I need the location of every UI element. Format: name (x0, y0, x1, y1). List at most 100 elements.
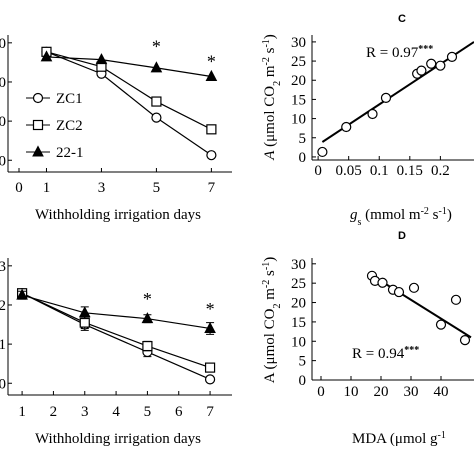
label-part: m (262, 288, 278, 304)
scatter-point (408, 282, 420, 293)
label-part: A (μmol CO (262, 308, 278, 383)
y-tick-label: 10 (291, 334, 306, 350)
r-label: R = 0.94*** (352, 345, 419, 363)
label-part: (mmol m (361, 207, 420, 223)
label-part: -1 (438, 430, 446, 441)
y-tick-label: 25 (291, 54, 306, 70)
legend-marker (32, 145, 44, 157)
marker (79, 317, 90, 328)
label-part: s (262, 270, 278, 280)
scatter-point (435, 319, 447, 330)
x-tick-label: 10 (344, 384, 359, 400)
marker (151, 112, 162, 123)
scatter-point (459, 335, 471, 346)
x-axis-title: Withholding irrigation days (35, 207, 201, 223)
r-significance: *** (418, 44, 433, 55)
scatter-point (393, 286, 405, 298)
series-line (46, 51, 212, 130)
label-part: ) (262, 257, 278, 262)
x-tick-label: 30 (404, 384, 419, 400)
x-axis-title: Withholding irrigation days (35, 431, 201, 447)
marker (206, 150, 217, 161)
series-line (21, 294, 211, 330)
panel-label: D (398, 230, 406, 242)
legend-label: ZC1 (56, 91, 83, 107)
y-tick-label: 0 (299, 373, 307, 389)
marker (151, 96, 162, 107)
x-tick-label: 5 (153, 180, 161, 196)
annotation: * (206, 299, 215, 319)
marker (205, 69, 218, 81)
label-part: (μmol CO (262, 86, 278, 151)
series-line (21, 292, 211, 380)
y-tick-label: 15 (291, 315, 306, 331)
marker (95, 53, 108, 65)
x-tick-label: 0.2 (431, 163, 450, 179)
series-line (21, 292, 211, 369)
scatter-point (435, 60, 446, 71)
scatter-point (317, 146, 328, 158)
label-part: -1 (261, 262, 272, 270)
label-part: -2 (261, 280, 272, 288)
r-significance: *** (404, 345, 419, 356)
x-tick-label: 20 (374, 384, 389, 400)
x-tick-label: 0.05 (336, 163, 362, 179)
x-tick-label: 0.15 (397, 163, 423, 179)
label-part: s (358, 217, 362, 228)
x-tick-label: 6 (175, 404, 183, 420)
x-tick-label: 0 (317, 384, 325, 400)
scatter-point (416, 65, 427, 76)
legend-label: ZC2 (56, 118, 83, 134)
legend-marker (32, 119, 44, 131)
panel-label: C (398, 13, 406, 25)
marker (141, 312, 154, 324)
legend-marker (32, 92, 44, 104)
scatter-point (367, 108, 378, 120)
y-tick-label: 20 (291, 73, 306, 89)
scatter-point (377, 277, 388, 288)
annotation: * (152, 37, 161, 57)
label-part: -2 (261, 57, 272, 65)
marker (204, 321, 216, 333)
y-tick-label: 1 (0, 337, 6, 353)
legend-label: 22-1 (56, 145, 84, 161)
x-tick-label: 0 (314, 163, 322, 179)
series-line (46, 56, 212, 78)
y-tick-label: 0 (0, 36, 6, 52)
x-tick-label: 2 (50, 404, 58, 420)
marker (142, 340, 153, 352)
marker (206, 124, 217, 135)
label-part: -1 (439, 206, 447, 217)
marker (204, 362, 216, 373)
x-tick-label: 1 (43, 180, 51, 196)
label-part: A (262, 150, 278, 161)
y-tick-label: 2 (0, 298, 6, 314)
annotation: * (207, 51, 216, 71)
x-tick-label: 7 (206, 404, 214, 420)
scatter-point (450, 294, 462, 305)
y-tick-label: 0 (0, 75, 6, 91)
scatter-point (341, 121, 352, 133)
marker (204, 374, 216, 385)
x-tick-label: 0 (15, 180, 23, 196)
x-tick-label: 0.1 (370, 163, 389, 179)
y-tick-label: 5 (299, 354, 307, 370)
scatter-point (426, 58, 437, 69)
label-part: m (262, 65, 278, 81)
y-tick-label: 10 (291, 112, 306, 128)
marker (150, 61, 163, 73)
x-tick-label: 3 (98, 180, 106, 196)
label-part: 2 (272, 81, 283, 86)
y-tick-label: 5 (299, 131, 307, 147)
label-part: MDA (μmol g (352, 431, 438, 447)
y-tick-label: 15 (291, 92, 306, 108)
y-tick-label: 30 (291, 35, 306, 51)
label-part: s (429, 207, 439, 223)
y-tick-label: 25 (291, 276, 306, 292)
r-text: R = 0.97 (366, 45, 419, 61)
y-tick-label: 30 (291, 257, 306, 273)
marker (78, 306, 91, 318)
label-part: ) (447, 207, 452, 223)
label-part: -1 (261, 39, 272, 47)
